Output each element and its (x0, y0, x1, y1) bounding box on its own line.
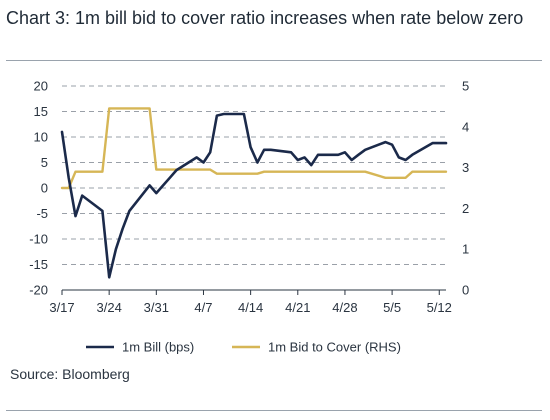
y-tick-label-left: 15 (34, 104, 48, 119)
y-tick-label-left: 10 (34, 130, 48, 145)
y-tick-label-left: 0 (41, 181, 48, 196)
legend-label: 1m Bill (bps) (122, 340, 194, 355)
series-layer (60, 107, 448, 279)
y-tick-label-right: 4 (462, 119, 469, 134)
series-line-1m-bill (60, 112, 448, 279)
x-tick-label: 4/14 (238, 300, 263, 315)
right-y-axis: 0 1 2 3 4 5 (462, 79, 469, 298)
y-tick-label-left: -10 (29, 232, 48, 247)
y-tick-label-right: 3 (462, 160, 469, 175)
x-tick-label: 4/28 (332, 300, 357, 315)
y-tick-label-left: -5 (36, 206, 48, 221)
y-tick-label-right: 1 (462, 242, 469, 257)
y-tick-label-left: -15 (29, 257, 48, 272)
title-divider (6, 60, 542, 61)
series-line-bid-to-cover (60, 107, 448, 190)
x-tick-label: 3/17 (49, 300, 74, 315)
y-tick-label-right: 5 (462, 79, 469, 94)
x-tick-label: 3/31 (144, 300, 169, 315)
y-tick-label-right: 0 (462, 283, 469, 298)
y-tick-label-left: 20 (34, 79, 48, 94)
x-tick-label: 3/24 (97, 300, 122, 315)
bottom-divider (6, 410, 542, 411)
grid-lines (62, 85, 446, 291)
legend-item-1m-bill: 1m Bill (bps) (86, 340, 194, 355)
y-tick-label-right: 2 (462, 201, 469, 216)
source-note: Source: Bloomberg (10, 366, 130, 382)
chart-title: Chart 3: 1m bill bid to cover ratio incr… (6, 8, 524, 28)
x-axis: 3/17 3/24 3/31 4/7 4/14 4/21 4/28 5/5 5/12 (49, 289, 452, 315)
left-y-axis: -20 -15 -10 -5 0 5 10 15 20 (29, 79, 48, 298)
x-tick-label: 4/7 (194, 300, 212, 315)
x-tick-label: 5/12 (427, 300, 452, 315)
y-tick-label-left: -20 (29, 283, 48, 298)
legend-item-bid-to-cover: 1m Bid to Cover (RHS) (232, 340, 401, 355)
legend: 1m Bill (bps) 1m Bid to Cover (RHS) (86, 340, 401, 355)
x-tick-label: 4/21 (285, 300, 310, 315)
x-tick-label: 5/5 (383, 300, 401, 315)
legend-label: 1m Bid to Cover (RHS) (268, 340, 401, 355)
y-tick-label-left: 5 (41, 155, 48, 170)
